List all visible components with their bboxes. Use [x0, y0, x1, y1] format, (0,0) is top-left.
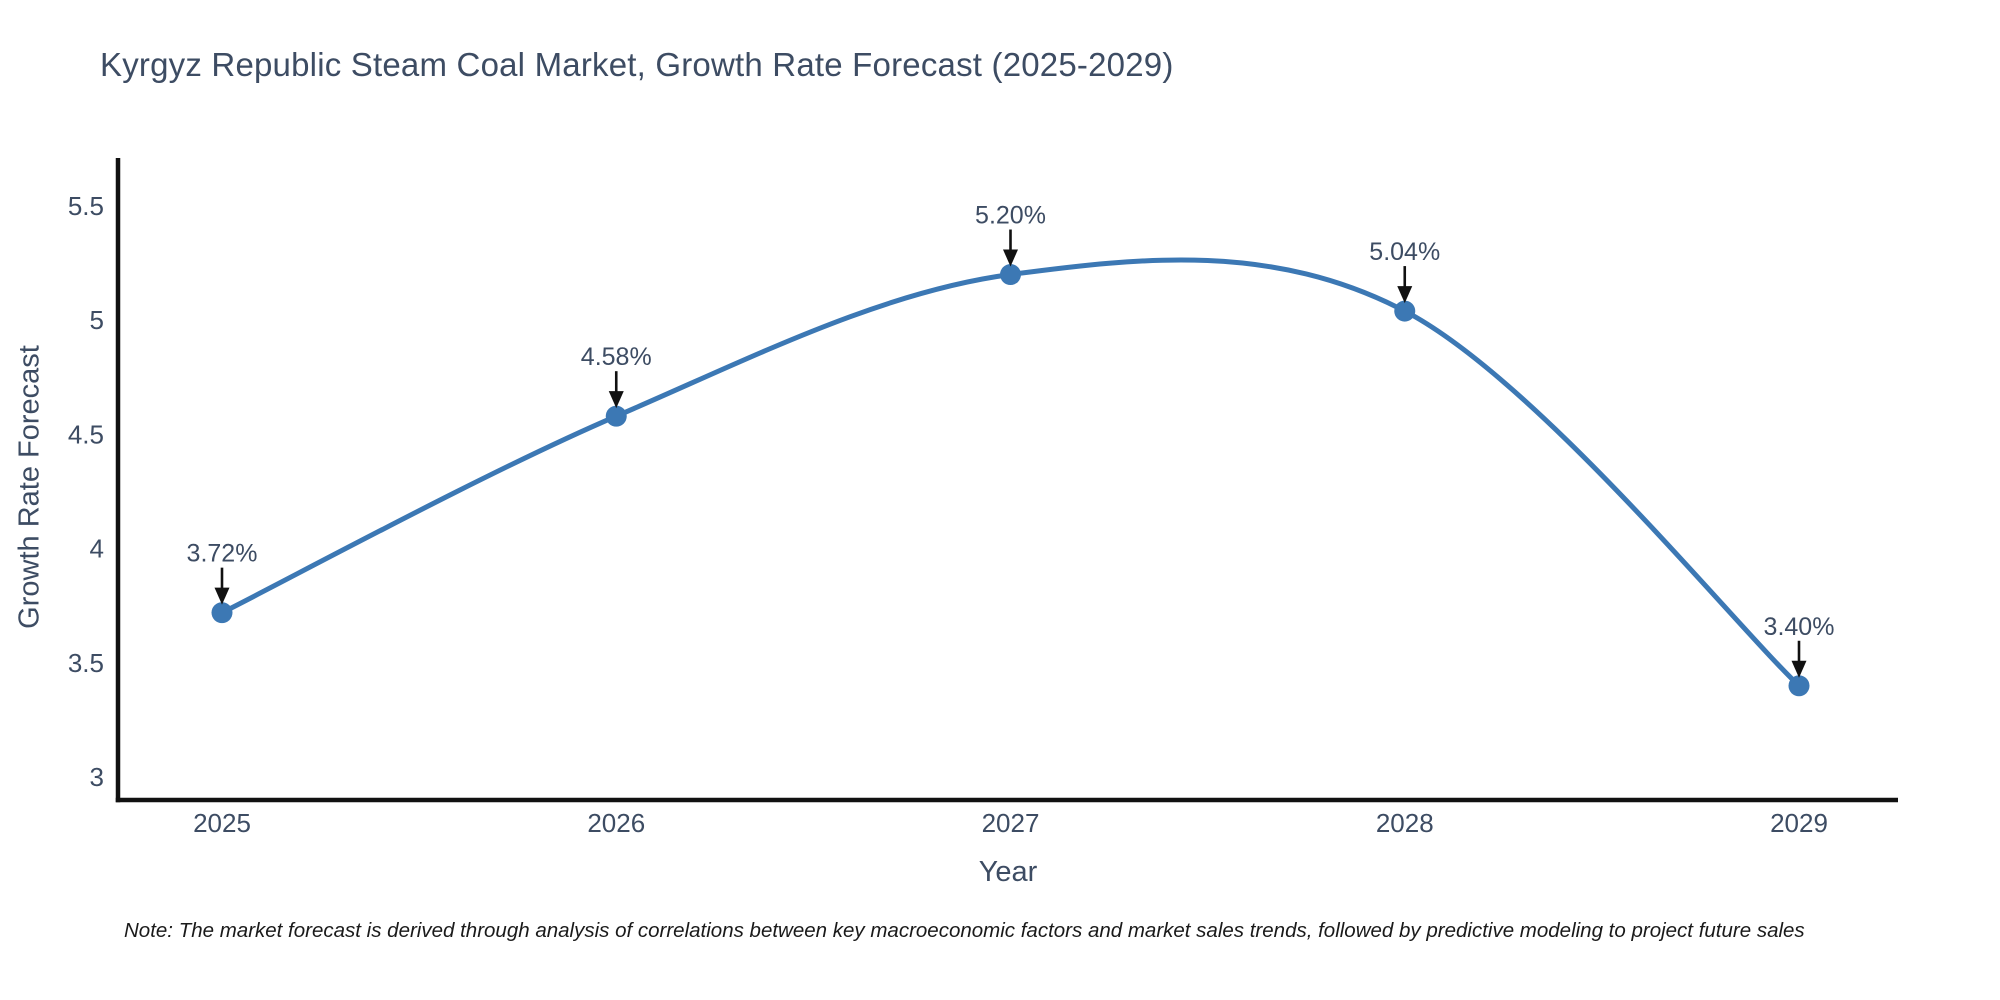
annotation-arrowhead — [1397, 286, 1413, 304]
point-annotation-label: 3.72% — [187, 540, 258, 568]
footnote: Note: The market forecast is derived thr… — [124, 919, 1805, 942]
data-point — [1788, 675, 1810, 697]
y-tick-label: 5.5 — [68, 191, 104, 221]
annotation-arrowhead — [1791, 660, 1807, 678]
y-tick-label: 3.5 — [68, 648, 104, 678]
x-tick-label: 2029 — [1770, 808, 1828, 838]
annotation-arrowhead — [1003, 249, 1018, 267]
annotation-arrowhead — [214, 587, 230, 605]
y-tick-label: 4.5 — [68, 419, 104, 449]
y-tick-label: 5 — [90, 305, 104, 335]
x-axis-title: Year — [978, 856, 1038, 888]
data-point — [211, 602, 233, 624]
forecast-line-series — [219, 257, 1802, 689]
point-annotation-label: 4.58% — [581, 343, 652, 371]
chart-title: Kyrgyz Republic Steam Coal Market, Growt… — [100, 46, 1174, 83]
point-annotation-label: 5.04% — [1369, 238, 1440, 266]
data-point — [1394, 300, 1416, 322]
x-tick-label: 2025 — [193, 808, 251, 838]
point-annotation-label: 3.40% — [1764, 613, 1835, 641]
x-tick-label: 2026 — [587, 808, 645, 838]
x-tick-label: 2027 — [982, 808, 1040, 838]
annotation-arrowhead — [608, 391, 624, 409]
data-point — [605, 405, 627, 427]
y-tick-label: 4 — [90, 534, 104, 564]
y-tick-label: 3 — [90, 762, 104, 792]
x-tick-label: 2028 — [1376, 808, 1434, 838]
point-annotation-label: 5.20% — [975, 202, 1046, 230]
data-point — [1000, 264, 1021, 286]
